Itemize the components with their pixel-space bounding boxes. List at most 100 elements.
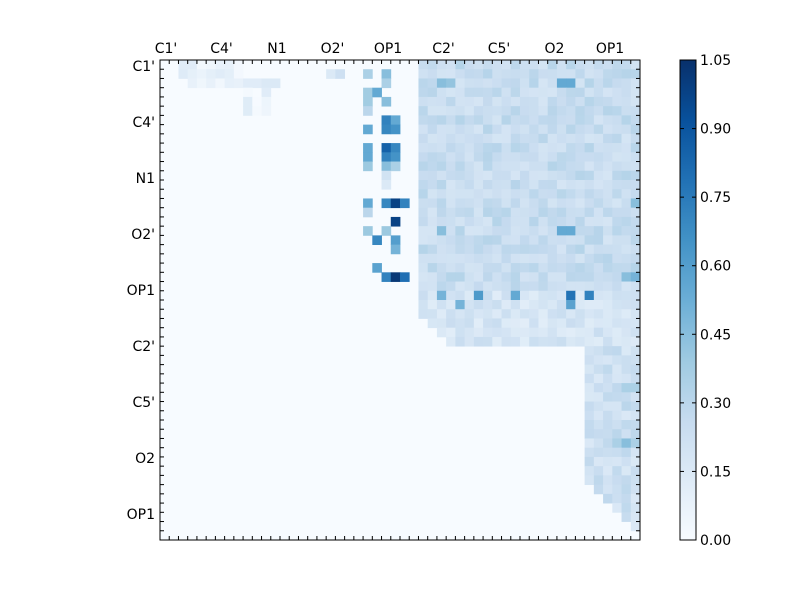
heatmap-cell: [483, 87, 493, 98]
heatmap-cell: [575, 143, 586, 153]
x-tick-label: N1: [267, 41, 286, 57]
heatmap-cell: [215, 69, 226, 79]
heatmap-cell: [603, 493, 613, 504]
heatmap-cell: [501, 87, 512, 98]
heatmap-cell: [243, 78, 253, 89]
heatmap-cell: [566, 170, 576, 181]
heatmap-cell: [464, 60, 475, 70]
heatmap-cell: [427, 309, 438, 319]
heatmap-cell: [455, 318, 466, 329]
heatmap-cell: [603, 198, 613, 209]
heatmap-cell: [455, 69, 466, 79]
heatmap-cell: [418, 290, 429, 301]
heatmap-cell: [418, 69, 429, 79]
heatmap-cell: [529, 281, 539, 292]
heatmap-cell: [455, 133, 466, 144]
heatmap-cell: [436, 235, 447, 246]
heatmap-cell: [381, 170, 392, 181]
colorbar-gradient: [680, 60, 696, 540]
heatmap-cell: [612, 392, 622, 402]
heatmap-cell: [436, 300, 447, 310]
heatmap-cell: [436, 216, 447, 227]
heatmap-cell: [178, 60, 189, 70]
heatmap-cell: [630, 152, 641, 162]
heatmap-cell: [603, 189, 613, 199]
heatmap-cell: [584, 189, 595, 199]
heatmap-cell: [566, 69, 576, 79]
heatmap-cell: [418, 133, 429, 144]
heatmap-cell: [630, 309, 641, 319]
heatmap-cell: [501, 263, 512, 273]
heatmap-cell: [593, 309, 604, 319]
heatmap-cell: [529, 198, 539, 209]
heatmap-cell: [593, 456, 604, 467]
heatmap-cell: [455, 226, 466, 236]
heatmap-cell: [547, 318, 558, 329]
heatmap-cell: [612, 170, 622, 181]
heatmap-cell: [566, 327, 576, 338]
heatmap-cell: [436, 161, 447, 172]
heatmap-cell: [603, 216, 613, 227]
heatmap-cell: [556, 300, 567, 310]
heatmap-cell: [464, 87, 475, 98]
heatmap-cell: [483, 244, 493, 255]
heatmap-cell: [556, 216, 567, 227]
heatmap-cell: [187, 78, 198, 89]
heatmap-cell: [593, 60, 604, 70]
heatmap-cell: [473, 161, 484, 172]
heatmap-cell: [593, 475, 604, 486]
heatmap-cell: [547, 281, 558, 292]
heatmap-cell: [575, 161, 586, 172]
colorbar: 0.00 0.15 0.30 0.45 0.60 0.75 0.90 1.05: [679, 53, 731, 549]
heatmap-cell: [584, 198, 595, 209]
heatmap-cell: [473, 216, 484, 227]
heatmap-cell: [464, 69, 475, 79]
x-tick-label: O2: [545, 41, 565, 57]
heatmap-cell: [630, 281, 641, 292]
heatmap-cell: [593, 152, 604, 162]
heatmap-cell: [520, 124, 530, 135]
heatmap-cell: [464, 106, 475, 116]
heatmap-cell: [529, 244, 539, 255]
heatmap-cell: [621, 60, 632, 70]
heatmap-cell: [603, 447, 613, 458]
heatmap-cell: [593, 300, 604, 310]
heatmap-cell: [529, 170, 539, 181]
heatmap-cell: [593, 115, 604, 126]
heatmap-cell: [483, 318, 493, 329]
heatmap-cell: [556, 327, 567, 338]
y-tick-label: C4': [132, 115, 155, 131]
heatmap-cell: [483, 198, 493, 209]
heatmap-cell: [436, 133, 447, 144]
heatmap-cell: [464, 318, 475, 329]
heatmap-cell: [566, 143, 576, 153]
heatmap-cell: [446, 216, 456, 227]
heatmap-cell: [501, 170, 512, 181]
heatmap-cell: [593, 346, 604, 356]
heatmap-cell: [584, 133, 595, 144]
heatmap-cell: [436, 207, 447, 218]
heatmap-cell: [390, 124, 401, 135]
heatmap-cell: [584, 318, 595, 329]
heatmap-cell: [538, 235, 549, 246]
heatmap-cell: [612, 263, 622, 273]
heatmap-cell: [566, 133, 576, 144]
heatmap-cell: [446, 152, 456, 162]
heatmap-cell: [510, 318, 521, 329]
heatmap-cell: [492, 244, 502, 255]
heatmap-cell: [584, 115, 595, 126]
heatmap-cell: [464, 336, 475, 347]
heatmap-cell: [612, 69, 622, 79]
heatmap-cell: [418, 143, 429, 153]
heatmap-cell: [492, 216, 502, 227]
heatmap-cell: [630, 198, 641, 209]
heatmap-cell: [612, 336, 622, 347]
heatmap-cell: [436, 115, 447, 126]
heatmap-cell: [261, 96, 272, 107]
heatmap-cell: [566, 87, 576, 98]
heatmap-cell: [603, 346, 613, 356]
heatmap-cell: [621, 447, 632, 458]
heatmap-cell: [603, 420, 613, 430]
heatmap-cell: [621, 484, 632, 495]
heatmap-cell: [630, 327, 641, 338]
